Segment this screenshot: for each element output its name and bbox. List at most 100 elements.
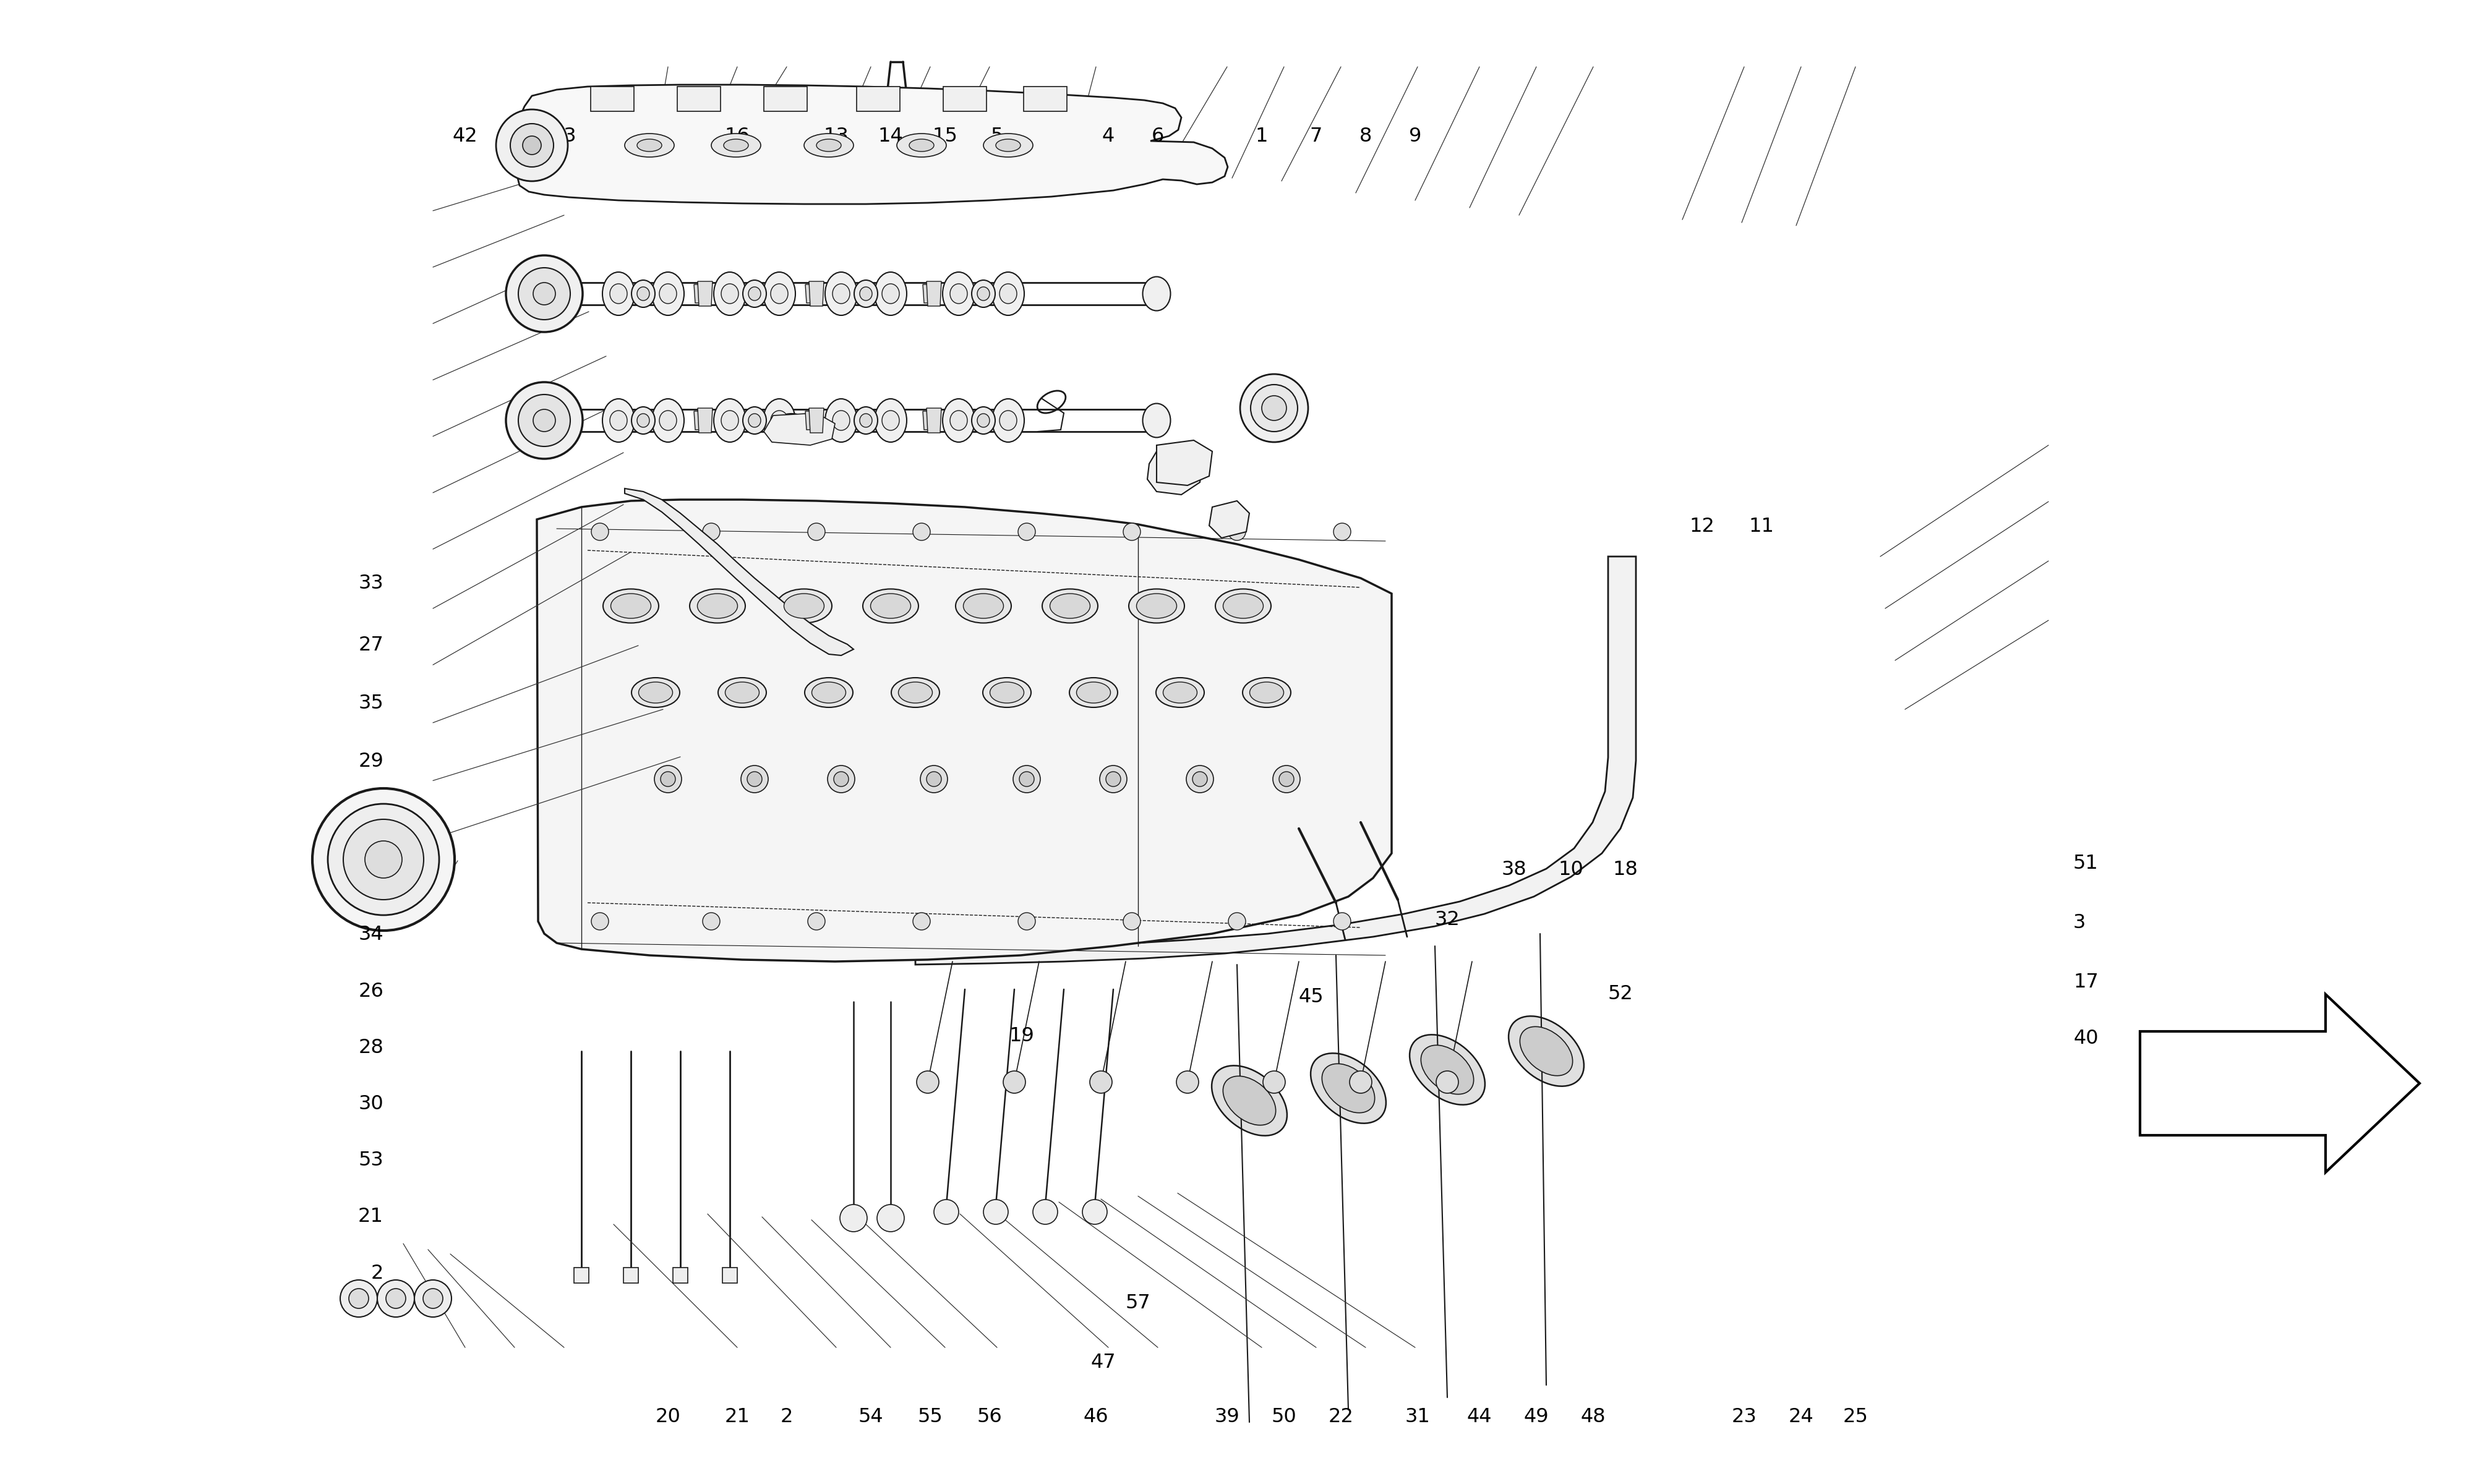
Ellipse shape (631, 407, 656, 433)
Text: 23: 23 (1732, 1408, 1757, 1426)
Ellipse shape (777, 414, 807, 427)
Circle shape (807, 913, 826, 930)
Text: 20: 20 (656, 1408, 680, 1426)
Text: 15: 15 (933, 128, 957, 145)
Ellipse shape (772, 283, 787, 304)
Ellipse shape (982, 678, 1032, 708)
Polygon shape (693, 285, 705, 303)
Text: 28: 28 (359, 1039, 383, 1057)
Circle shape (1264, 1071, 1286, 1094)
Text: 9: 9 (1408, 128, 1423, 145)
Ellipse shape (762, 272, 797, 315)
Circle shape (522, 137, 542, 154)
Polygon shape (722, 1267, 737, 1284)
Circle shape (344, 819, 423, 899)
Ellipse shape (604, 272, 633, 315)
Ellipse shape (658, 283, 678, 304)
Circle shape (507, 255, 584, 332)
Ellipse shape (658, 411, 678, 430)
Text: 14: 14 (878, 128, 903, 145)
Ellipse shape (1519, 1027, 1573, 1076)
Text: 21: 21 (359, 1208, 383, 1226)
Ellipse shape (831, 283, 851, 304)
Text: 22: 22 (1329, 1408, 1353, 1426)
Circle shape (935, 1199, 960, 1224)
Ellipse shape (898, 683, 933, 703)
Ellipse shape (1222, 594, 1264, 619)
Circle shape (1227, 522, 1247, 540)
Ellipse shape (742, 407, 767, 433)
Text: 40: 40 (2073, 1030, 2098, 1048)
Circle shape (703, 913, 720, 930)
Circle shape (1106, 772, 1121, 787)
Text: 11: 11 (1749, 518, 1774, 536)
Circle shape (1019, 522, 1034, 540)
Polygon shape (693, 411, 705, 430)
Text: 53: 53 (359, 1152, 383, 1169)
Text: 19: 19 (1009, 1027, 1034, 1045)
Ellipse shape (943, 399, 975, 442)
Polygon shape (537, 500, 1390, 962)
Polygon shape (1210, 500, 1249, 537)
Polygon shape (698, 408, 713, 433)
Circle shape (1351, 1071, 1371, 1094)
Ellipse shape (653, 272, 683, 315)
Text: 46: 46 (1084, 1408, 1108, 1426)
Circle shape (1188, 766, 1212, 792)
Circle shape (925, 772, 940, 787)
Ellipse shape (604, 589, 658, 623)
Ellipse shape (955, 589, 1012, 623)
Circle shape (1014, 766, 1039, 792)
Ellipse shape (1321, 1064, 1376, 1113)
Ellipse shape (999, 283, 1017, 304)
Circle shape (591, 913, 609, 930)
Ellipse shape (943, 272, 975, 315)
Text: 21: 21 (725, 1408, 750, 1426)
Ellipse shape (638, 683, 673, 703)
Text: 37: 37 (359, 810, 383, 828)
Text: 55: 55 (918, 1408, 943, 1426)
Circle shape (1272, 766, 1301, 792)
Circle shape (507, 381, 584, 459)
Text: 29: 29 (359, 752, 383, 770)
Text: 43: 43 (552, 128, 576, 145)
Text: 50: 50 (1272, 1408, 1296, 1426)
Ellipse shape (863, 589, 918, 623)
Circle shape (826, 766, 856, 792)
Text: 39: 39 (1215, 1408, 1239, 1426)
Polygon shape (943, 86, 987, 111)
Ellipse shape (631, 280, 656, 307)
Polygon shape (807, 411, 816, 430)
Text: 26: 26 (359, 982, 383, 1000)
Ellipse shape (1212, 1066, 1286, 1135)
Text: 12: 12 (1690, 518, 1714, 536)
Circle shape (349, 1288, 369, 1309)
Ellipse shape (1410, 1034, 1484, 1104)
Polygon shape (623, 1267, 638, 1284)
Circle shape (386, 1288, 406, 1309)
Ellipse shape (1163, 683, 1197, 703)
Circle shape (661, 772, 675, 787)
Ellipse shape (977, 414, 990, 427)
Text: 7: 7 (1309, 128, 1324, 145)
Ellipse shape (762, 399, 797, 442)
Ellipse shape (722, 411, 737, 430)
Text: 57: 57 (1126, 1294, 1150, 1312)
Polygon shape (923, 285, 933, 303)
Ellipse shape (1155, 678, 1205, 708)
Ellipse shape (1042, 589, 1098, 623)
Circle shape (703, 522, 720, 540)
Circle shape (1333, 913, 1351, 930)
Text: 47: 47 (1091, 1353, 1116, 1371)
Circle shape (747, 772, 762, 787)
Circle shape (1178, 1071, 1197, 1094)
Text: 42: 42 (453, 128, 477, 145)
Ellipse shape (831, 411, 851, 430)
Ellipse shape (1128, 589, 1185, 623)
Ellipse shape (609, 411, 628, 430)
Circle shape (1252, 384, 1296, 432)
Text: 41: 41 (502, 128, 527, 145)
Circle shape (416, 1279, 450, 1318)
Ellipse shape (876, 272, 905, 315)
Ellipse shape (717, 678, 767, 708)
